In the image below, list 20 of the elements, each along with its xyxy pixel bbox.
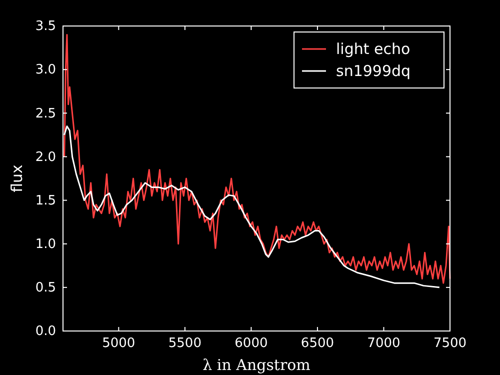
y-tick-label: 3.5 xyxy=(35,19,56,34)
x-tick-label: 5500 xyxy=(168,336,202,352)
y-tick-label: 1.5 xyxy=(35,193,56,208)
x-tick-label: 6500 xyxy=(300,336,334,352)
y-tick-label: 0.0 xyxy=(35,324,56,340)
y-tick-label: 2.5 xyxy=(35,106,56,122)
line-series xyxy=(64,125,440,288)
legend-label: sn1999dq xyxy=(336,62,411,80)
y-tick-label: 0.5 xyxy=(35,280,56,296)
x-tick-label: 7500 xyxy=(433,336,467,352)
x-tick-label: 7000 xyxy=(367,336,400,352)
legend-label: light echo xyxy=(336,40,410,58)
x-tick-label: 5000 xyxy=(102,336,136,352)
x-tick-label: 6000 xyxy=(234,336,268,352)
y-tick-label: 1.0 xyxy=(35,237,56,252)
y-axis-title: flux xyxy=(8,164,26,192)
y-tick-label: 2.0 xyxy=(35,150,56,165)
y-tick-label: 3.0 xyxy=(35,62,56,78)
line-series xyxy=(64,34,451,284)
x-axis-title: λ in Angstrom xyxy=(202,356,310,374)
